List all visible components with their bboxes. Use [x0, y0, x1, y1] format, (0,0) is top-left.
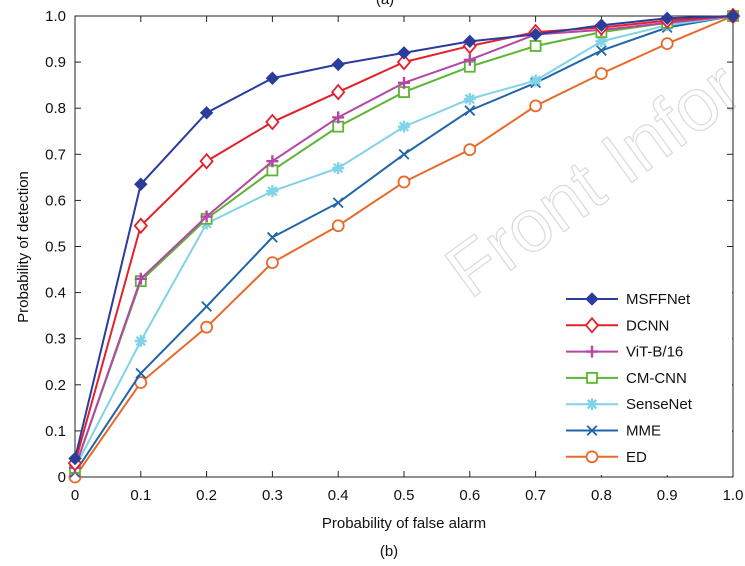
data-point-dcnn — [265, 113, 280, 131]
data-point-vit-b-16 — [332, 111, 345, 124]
data-point-mme — [266, 231, 278, 243]
x-tick-label: 0.9 — [657, 487, 678, 504]
watermark: Front Infor — [431, 45, 745, 313]
axis-ticks: 0 0.1 0.2 0.3 0.4 0.5 0.6 0.7 0.8 0.9 1.0 0 0.1 0.2 0.… — [45, 8, 743, 504]
data-point-msffnet — [265, 71, 280, 85]
legend: MSFFNet DCNN ViT-B/16 CM-CNN SenseNet MME ED — [560, 284, 732, 475]
legend-item-sensenet: SenseNet — [566, 396, 693, 413]
data-point-sensenet — [332, 162, 345, 175]
y-tick-label: 0.1 — [45, 423, 66, 440]
data-point-mme — [398, 148, 410, 160]
data-point-sensenet — [266, 185, 279, 198]
data-point-msffnet — [68, 451, 82, 466]
y-axis-label: Probability of detection — [15, 171, 32, 323]
data-point-dcnn — [199, 152, 214, 170]
y-tick-label: 0.2 — [45, 377, 66, 394]
data-point-vit-b-16 — [463, 53, 476, 66]
data-point-ed — [331, 219, 345, 233]
legend-marker-msffnet — [585, 292, 599, 306]
data-point-mme — [135, 367, 147, 379]
series-msffnet — [68, 9, 740, 466]
figure-caption: (b) — [380, 543, 398, 560]
data-point-dcnn — [396, 53, 412, 71]
data-point-ed — [660, 37, 674, 51]
y-tick-label: 0.3 — [45, 331, 66, 348]
y-tick-label: 0.9 — [45, 54, 66, 71]
y-tick-label: 0 — [58, 469, 66, 486]
data-point-vit-b-16 — [134, 272, 147, 285]
y-tick-label: 0.8 — [45, 100, 66, 117]
data-point-vit-b-16 — [398, 76, 410, 89]
x-tick-label: 0.3 — [262, 487, 283, 504]
legend-item-cm-cnn: CM-CNN — [566, 370, 687, 387]
y-tick-label: 0.5 — [45, 239, 66, 256]
x-tick-label: 0.8 — [591, 487, 612, 504]
data-point-msffnet — [397, 46, 411, 60]
legend-marker-vit-b-16 — [586, 345, 598, 358]
x-tick-label: 1.0 — [723, 487, 744, 504]
y-tick-label: 1.0 — [45, 8, 66, 25]
legend-label-mme: MME — [626, 423, 661, 440]
legend-label-cm-cnn: CM-CNN — [626, 370, 687, 387]
data-point-msffnet — [726, 9, 740, 23]
data-point-msffnet — [331, 57, 345, 72]
data-point-cm-cnn — [529, 40, 542, 52]
legend-item-mme: MME — [566, 423, 661, 440]
x-tick-label: 0.2 — [196, 487, 217, 504]
data-point-mme — [595, 45, 607, 57]
legend-marker-ed — [585, 450, 599, 464]
legend-item-msffnet: MSFFNet — [566, 291, 691, 308]
legend-item-vit-b-16: ViT-B/16 — [566, 344, 683, 361]
legend-marker-sensenet — [586, 398, 598, 411]
x-axis-label: Probability of false alarm — [322, 515, 486, 532]
data-point-ed — [397, 175, 411, 189]
data-point-ed — [265, 256, 279, 270]
data-point-mme — [464, 105, 476, 116]
legend-item-ed: ED — [566, 449, 647, 466]
data-point-ed — [529, 99, 542, 113]
x-tick-label: 0.6 — [459, 487, 480, 504]
legend-label-msffnet: MSFFNet — [626, 291, 691, 308]
y-tick-label: 0.6 — [45, 192, 66, 209]
data-point-ed — [595, 67, 608, 81]
data-point-ed — [463, 143, 477, 157]
data-point-sensenet — [529, 74, 542, 87]
data-point-sensenet — [463, 92, 476, 105]
x-tick-label: 0.7 — [525, 487, 546, 504]
data-point-sensenet — [398, 120, 410, 133]
series-layer — [67, 7, 741, 484]
legend-label-vit-b-16: ViT-B/16 — [626, 344, 683, 361]
data-point-msffnet — [134, 177, 148, 191]
data-point-sensenet — [134, 335, 147, 348]
legend-marker-dcnn — [584, 316, 600, 334]
data-point-sensenet — [595, 35, 608, 48]
x-tick-label: 0.4 — [328, 487, 349, 504]
x-tick-label: 0 — [71, 487, 79, 504]
top-caption: (a) — [376, 0, 394, 8]
data-point-vit-b-16 — [200, 210, 213, 223]
legend-label-sensenet: SenseNet — [626, 396, 693, 413]
data-point-dcnn — [133, 217, 148, 235]
legend-label-dcnn: DCNN — [626, 317, 669, 334]
legend-marker-cm-cnn — [586, 371, 598, 384]
legend-item-dcnn: DCNN — [566, 316, 669, 334]
data-point-msffnet — [199, 106, 214, 120]
data-point-dcnn — [331, 83, 346, 101]
y-tick-label: 0.7 — [45, 146, 66, 163]
x-tick-label: 0.5 — [394, 487, 415, 504]
legend-label-ed: ED — [626, 449, 647, 466]
legend-marker-mme — [586, 425, 598, 436]
data-point-msffnet — [528, 27, 543, 42]
y-tick-label: 0.4 — [45, 285, 66, 302]
data-point-ed — [200, 320, 214, 334]
data-point-msffnet — [594, 18, 609, 32]
data-point-msffnet — [463, 34, 477, 49]
data-point-mme — [332, 197, 344, 209]
data-point-mme — [201, 300, 213, 312]
x-tick-label: 0.1 — [130, 487, 151, 504]
series-ed — [68, 9, 740, 484]
data-point-msffnet — [660, 11, 674, 26]
data-point-vit-b-16 — [266, 155, 279, 168]
